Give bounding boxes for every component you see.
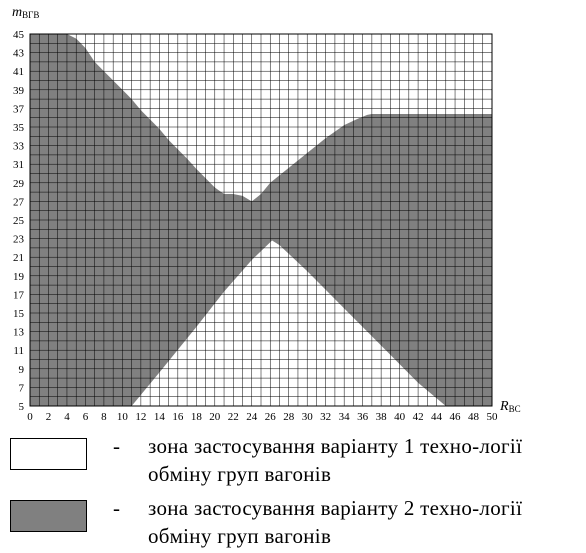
y-tick-label: 33 xyxy=(13,141,25,153)
x-tick-label: 10 xyxy=(117,411,129,420)
grid xyxy=(29,33,493,407)
x-tick-label: 42 xyxy=(413,411,424,420)
x-tick-label: 44 xyxy=(431,411,443,420)
x-tick-label: 18 xyxy=(191,411,203,420)
y-tick-label: 9 xyxy=(19,364,25,376)
x-tick-label: 12 xyxy=(135,411,146,420)
legend-swatch-white xyxy=(10,438,87,470)
y-tick-label: 27 xyxy=(13,196,25,208)
x-tick-label: 20 xyxy=(209,411,221,420)
y-tick-label: 43 xyxy=(13,48,25,60)
y-tick-label: 45 xyxy=(13,29,25,41)
y-tick-label: 29 xyxy=(13,178,25,190)
x-tick-label: 48 xyxy=(468,411,480,420)
legend-label-zone-1: зона застосування варіанту 1 техно-логії… xyxy=(148,434,523,486)
y-tick-label: 13 xyxy=(13,327,25,339)
x-tick-label: 36 xyxy=(357,411,369,420)
x-tick-label: 30 xyxy=(302,411,314,420)
y-tick-label: 11 xyxy=(13,345,24,357)
y-tick-label: 39 xyxy=(13,85,25,97)
x-tick-label: 34 xyxy=(339,411,351,420)
legend-dash: - xyxy=(113,434,120,458)
y-tick-label: 17 xyxy=(13,289,25,301)
y-axis-title: mВГВ xyxy=(12,5,39,20)
x-tick-label: 2 xyxy=(46,411,52,420)
y-tick-label: 25 xyxy=(13,215,25,227)
x-tick-label: 32 xyxy=(320,411,331,420)
x-tick-label: 8 xyxy=(101,411,107,420)
chart: 0 2 4 6 8 10 12 14 16 18 20 22 24 26 28 30 32 34 36 38 40 42 4… xyxy=(12,5,521,420)
x-tick-label: 14 xyxy=(154,411,166,420)
x-axis-title: RВС xyxy=(499,399,521,414)
x-tick-label: 16 xyxy=(172,411,184,420)
y-tick-label: 19 xyxy=(13,271,25,283)
legend-item-zone-2: - зона застосування варіанту 2 техно-лог… xyxy=(8,490,578,548)
x-tick-label: 0 xyxy=(27,411,33,420)
x-tick-label: 26 xyxy=(265,411,277,420)
x-tick-label: 50 xyxy=(487,411,499,420)
x-tick-label: 4 xyxy=(64,411,70,420)
y-tick-label: 15 xyxy=(13,308,25,320)
x-tick-label: 40 xyxy=(394,411,406,420)
x-tick-label: 28 xyxy=(283,411,295,420)
y-tick-label: 35 xyxy=(13,122,25,134)
y-tick-label: 7 xyxy=(19,382,25,394)
x-tick-label: 46 xyxy=(450,411,462,420)
legend-label-zone-2: зона застосування варіанту 2 техно-логії… xyxy=(148,496,523,548)
x-axis-ticks: 0 2 4 6 8 10 12 14 16 18 20 22 24 26 28 30 32 34 36 38 40 42 4… xyxy=(27,411,498,420)
y-tick-label: 41 xyxy=(13,66,24,78)
x-tick-label: 24 xyxy=(246,411,258,420)
y-tick-label: 5 xyxy=(19,401,25,413)
x-tick-label: 38 xyxy=(376,411,388,420)
plot-frame xyxy=(29,33,493,407)
x-tick-label: 6 xyxy=(83,411,89,420)
y-tick-label: 23 xyxy=(13,234,25,246)
legend-swatch-gray xyxy=(10,500,87,532)
x-tick-label: 22 xyxy=(228,411,239,420)
y-tick-label: 21 xyxy=(13,252,24,264)
legend-item-zone-1: - зона застосування варіанту 1 техно-лог… xyxy=(8,428,578,486)
legend-dash: - xyxy=(113,496,120,520)
y-tick-label: 37 xyxy=(13,103,25,115)
y-axis-ticks: 5 7 9 11 13 15 17 19 21 23 25 27 29 31 33 35 37 39 41 43 45 xyxy=(13,29,25,413)
y-tick-label: 31 xyxy=(13,159,24,171)
